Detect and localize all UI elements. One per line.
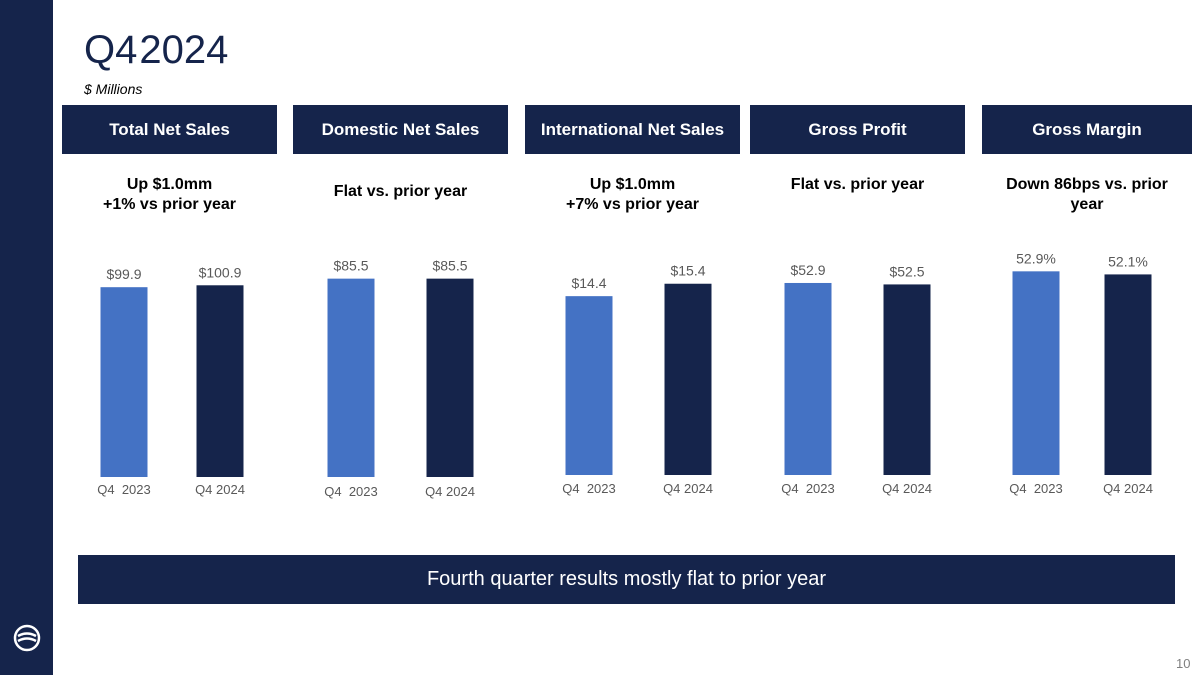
data-label-chart1-2: $100.9 bbox=[199, 264, 242, 280]
title-year: 2024 bbox=[139, 28, 229, 72]
data-label-chart5-2: 52.1% bbox=[1108, 253, 1148, 269]
data-label-chart1-1: $99.9 bbox=[106, 266, 141, 282]
panel-note-domestic-net-sales: Flat vs. prior year bbox=[333, 183, 468, 200]
category-label-chart2-1: Q4 2023 bbox=[324, 484, 378, 499]
data-label-chart5-1: 52.9% bbox=[1016, 250, 1056, 266]
data-label-chart4-1: $52.9 bbox=[790, 262, 825, 278]
category-label-chart1-2: Q4 2024 bbox=[195, 482, 245, 497]
bar-chart5-2 bbox=[1104, 274, 1152, 475]
data-label-chart2-2: $85.5 bbox=[432, 258, 467, 274]
bar-chart3-2 bbox=[664, 283, 712, 475]
title-quarter: Q4 bbox=[84, 28, 138, 72]
bar-chart2-2 bbox=[426, 278, 474, 477]
bar-chart4-1 bbox=[784, 282, 832, 475]
bar-chart1-1 bbox=[100, 287, 148, 477]
units-subtitle: $ Millions bbox=[84, 81, 143, 97]
category-label-chart5-1: Q4 2023 bbox=[1009, 481, 1063, 496]
panel-note-total-net-sales: Up $1.0mm +1% vs prior year bbox=[103, 176, 236, 213]
panel-note-gross-margin: Down 86bps vs. prior year bbox=[1006, 176, 1168, 213]
data-label-chart3-2: $15.4 bbox=[670, 263, 705, 279]
data-label-chart3-1: $14.4 bbox=[571, 275, 606, 291]
summary-banner: Fourth quarter results mostly flat to pr… bbox=[78, 555, 1175, 604]
bar-chart2-1 bbox=[327, 278, 375, 477]
sidebar-band bbox=[0, 0, 53, 675]
panel-note-international-net-sales: Up $1.0mm +7% vs prior year bbox=[566, 176, 699, 213]
category-label-chart4-2: Q4 2024 bbox=[882, 481, 932, 496]
panel-note-gross-profit: Flat vs. prior year bbox=[790, 176, 925, 193]
panel-header-total-net-sales: Total Net Sales bbox=[62, 105, 277, 154]
page-number: 10 bbox=[1176, 656, 1191, 671]
panel-header-international-net-sales: International Net Sales bbox=[525, 105, 740, 154]
bar-chart1-2 bbox=[196, 285, 244, 477]
page-title: Q42024 bbox=[84, 28, 228, 72]
category-label-chart1-1: Q4 2023 bbox=[97, 482, 151, 497]
category-label-chart3-1: Q4 2023 bbox=[562, 481, 616, 496]
data-label-chart2-1: $85.5 bbox=[333, 258, 368, 274]
category-label-chart2-2: Q4 2024 bbox=[425, 484, 475, 499]
category-label-chart4-1: Q4 2023 bbox=[781, 481, 835, 496]
panel-header-gross-profit: Gross Profit bbox=[750, 105, 965, 154]
company-logo-icon bbox=[13, 624, 41, 652]
data-label-chart4-2: $52.5 bbox=[889, 263, 924, 279]
panel-header-gross-margin: Gross Margin bbox=[982, 105, 1192, 154]
bar-chart5-1 bbox=[1012, 271, 1060, 475]
bar-chart4-2 bbox=[883, 284, 931, 475]
panel-header-domestic-net-sales: Domestic Net Sales bbox=[293, 105, 508, 154]
bar-chart3-1 bbox=[565, 296, 613, 475]
category-label-chart5-2: Q4 2024 bbox=[1103, 481, 1153, 496]
category-label-chart3-2: Q4 2024 bbox=[663, 481, 713, 496]
